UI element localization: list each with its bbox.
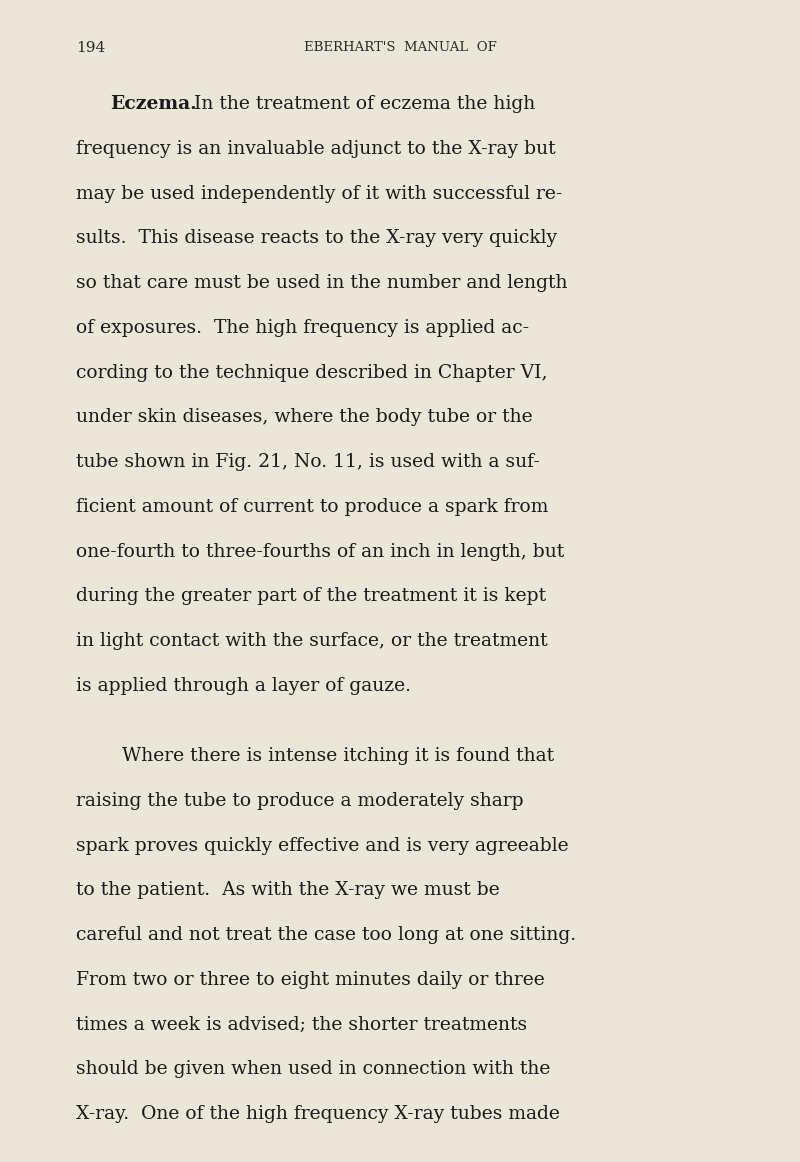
- Text: should be given when used in connection with the: should be given when used in connection …: [76, 1061, 550, 1078]
- Text: to the patient.  As with the X-ray we must be: to the patient. As with the X-ray we mus…: [76, 881, 500, 899]
- Text: In the treatment of eczema the high: In the treatment of eczema the high: [182, 95, 536, 113]
- Text: careful and not treat the case too long at one sitting.: careful and not treat the case too long …: [76, 926, 576, 944]
- Text: one-fourth to three-fourths of an inch in length, but: one-fourth to three-fourths of an inch i…: [76, 543, 564, 560]
- Text: Where there is intense itching it is found that: Where there is intense itching it is fou…: [110, 747, 554, 765]
- Text: sults.  This disease reacts to the X-ray very quickly: sults. This disease reacts to the X-ray …: [76, 230, 557, 248]
- Text: tube shown in Fig. 21, No. 11, is used with a suf-: tube shown in Fig. 21, No. 11, is used w…: [76, 453, 540, 471]
- Text: frequency is an invaluable adjunct to the X-ray but: frequency is an invaluable adjunct to th…: [76, 139, 556, 158]
- Text: during the greater part of the treatment it is kept: during the greater part of the treatment…: [76, 587, 546, 605]
- Text: under skin diseases, where the body tube or the: under skin diseases, where the body tube…: [76, 408, 533, 426]
- Text: X-ray.  One of the high frequency X-ray tubes made: X-ray. One of the high frequency X-ray t…: [76, 1105, 560, 1122]
- Text: in light contact with the surface, or the treatment: in light contact with the surface, or th…: [76, 632, 548, 650]
- Text: may be used independently of it with successful re-: may be used independently of it with suc…: [76, 185, 562, 202]
- Text: EBERHART'S  MANUAL  OF: EBERHART'S MANUAL OF: [304, 41, 496, 53]
- Text: From two or three to eight minutes daily or three: From two or three to eight minutes daily…: [76, 971, 545, 989]
- Text: so that care must be used in the number and length: so that care must be used in the number …: [76, 274, 567, 292]
- Text: raising the tube to produce a moderately sharp: raising the tube to produce a moderately…: [76, 792, 524, 810]
- Text: is applied through a layer of gauze.: is applied through a layer of gauze.: [76, 676, 411, 695]
- Text: 194: 194: [76, 41, 106, 55]
- Text: spark proves quickly effective and is very agreeable: spark proves quickly effective and is ve…: [76, 837, 569, 854]
- Text: cording to the technique described in Chapter VI,: cording to the technique described in Ch…: [76, 364, 547, 381]
- Text: Eczema.: Eczema.: [110, 95, 197, 113]
- Text: times a week is advised; the shorter treatments: times a week is advised; the shorter tre…: [76, 1016, 527, 1033]
- Text: ficient amount of current to produce a spark from: ficient amount of current to produce a s…: [76, 497, 548, 516]
- Text: of exposures.  The high frequency is applied ac-: of exposures. The high frequency is appl…: [76, 318, 529, 337]
